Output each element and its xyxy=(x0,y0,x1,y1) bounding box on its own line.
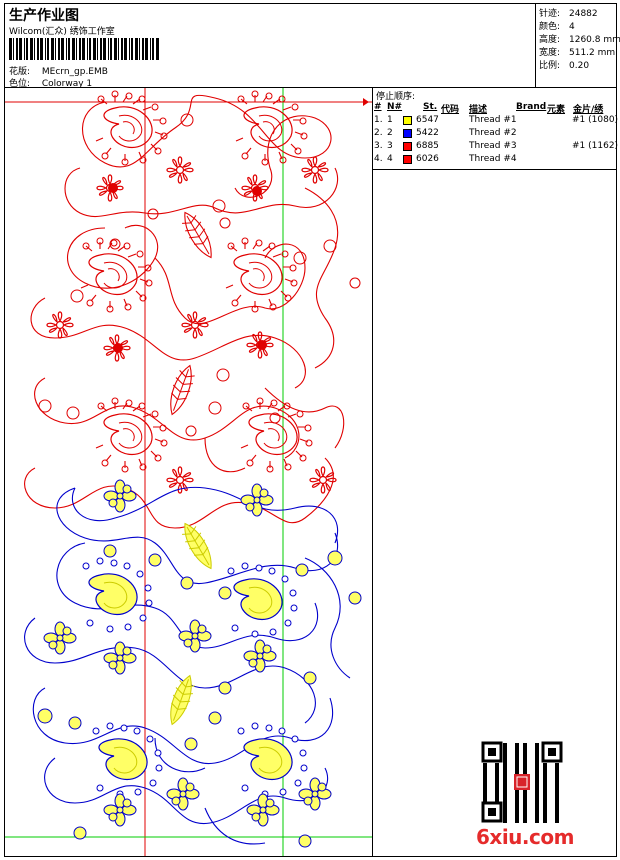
row-desc: Thread #1 xyxy=(469,115,517,125)
qr-code xyxy=(481,741,563,823)
stat-height: 高度: 1260.8 mm xyxy=(539,32,620,45)
row-n: 2 xyxy=(387,128,393,138)
col-desc-header: 描述 xyxy=(469,105,488,115)
col-n-header: N# xyxy=(387,102,403,112)
guide-arrow-icon xyxy=(363,98,369,106)
stats-panel: 针迹: 24882 颜色: 4 高度: 1260.8 mm 宽度: 511.2 mm 比… xyxy=(535,3,620,88)
stat-value: 0.20 xyxy=(569,61,590,71)
stop-sequence-panel: 停止顺序: # N# St. 代码 描述 Brand 元素 金片/绣 1. 1 … xyxy=(372,87,619,170)
design-label: 花版: xyxy=(9,67,31,77)
table-row[interactable]: 1. 1 6547 Thread #1 #1 (1080) xyxy=(373,115,619,128)
row-code: 6026 xyxy=(416,154,439,164)
studio-name: Wilcom(汇众) 绣饰工作室 xyxy=(9,27,115,37)
stop-sequence-title: 停止顺序: xyxy=(376,92,416,102)
stat-label: 针迹: xyxy=(539,9,561,19)
header-panel: 生产作业图 Wilcom(汇众) 绣饰工作室 花版: MEcrn_gp.EMB … xyxy=(4,3,536,89)
stat-colors: 颜色: 4 xyxy=(539,19,575,32)
red-motifs xyxy=(38,90,361,494)
site-watermark: 6xiu.com xyxy=(476,825,574,849)
col-element-header: 元素 xyxy=(547,105,566,115)
row-code: 6885 xyxy=(416,141,439,151)
col-brand-header: Brand xyxy=(516,102,547,112)
stat-value: 511.2 mm xyxy=(569,48,616,58)
stat-value: 4 xyxy=(569,22,575,32)
row-code: 6547 xyxy=(416,115,439,125)
blue-motifs xyxy=(37,479,362,848)
thread-swatch xyxy=(403,142,412,151)
colorway-value: Colorway 1 xyxy=(41,79,93,89)
row-num: 1. xyxy=(374,115,383,125)
stat-scale: 比例: 0.20 xyxy=(539,58,589,71)
design-preview[interactable] xyxy=(4,87,373,857)
design-value: MEcrn_gp.EMB xyxy=(41,67,108,77)
row-n: 4 xyxy=(387,154,393,164)
table-row[interactable]: 4. 4 6026 Thread #4 xyxy=(373,154,616,167)
stat-stitches: 针迹: 24882 xyxy=(539,6,598,19)
col-code-header: 代码 xyxy=(441,105,460,115)
seal-stamp-icon xyxy=(514,774,530,790)
red-thread-pattern xyxy=(24,94,345,529)
thread-swatch xyxy=(403,129,412,138)
stat-value: 24882 xyxy=(569,9,598,19)
row-n: 3 xyxy=(387,141,393,151)
thread-swatch xyxy=(403,116,412,125)
row-desc: Thread #4 xyxy=(469,154,517,164)
design-file-row: 花版: MEcrn_gp.EMB xyxy=(9,64,108,77)
col-st-header: St. xyxy=(423,102,438,112)
table-row[interactable]: 3. 3 6885 Thread #3 #1 (1162) xyxy=(373,141,619,154)
thread-swatch xyxy=(403,155,412,164)
barcode xyxy=(9,38,159,60)
stat-width: 宽度: 511.2 mm xyxy=(539,45,615,58)
stat-label: 比例: xyxy=(539,61,561,71)
stat-label: 高度: xyxy=(539,35,561,45)
row-num: 3. xyxy=(374,141,383,151)
stat-label: 颜色: xyxy=(539,22,561,32)
colorway-label: 色位: xyxy=(9,79,31,89)
row-sequin: #1 (1080) xyxy=(572,115,619,125)
row-sequin: #1 (1162) xyxy=(572,141,619,151)
row-desc: Thread #3 xyxy=(469,141,517,151)
row-num: 4. xyxy=(374,154,383,164)
col-num-header: # xyxy=(374,102,382,112)
embroidery-canvas xyxy=(5,88,372,856)
stat-value: 1260.8 mm xyxy=(569,35,620,45)
table-row[interactable]: 2. 2 5422 Thread #2 xyxy=(373,128,616,141)
notes-area: 6xiu.com xyxy=(372,169,617,857)
row-n: 1 xyxy=(387,115,393,125)
page-title: 生产作业图 xyxy=(9,8,79,24)
row-num: 2. xyxy=(374,128,383,138)
row-desc: Thread #2 xyxy=(469,128,517,138)
row-code: 5422 xyxy=(416,128,439,138)
col-sequin-header: 金片/绣 xyxy=(573,105,604,115)
colorway-row: 色位: Colorway 1 xyxy=(9,76,92,89)
stat-label: 宽度: xyxy=(539,48,561,58)
